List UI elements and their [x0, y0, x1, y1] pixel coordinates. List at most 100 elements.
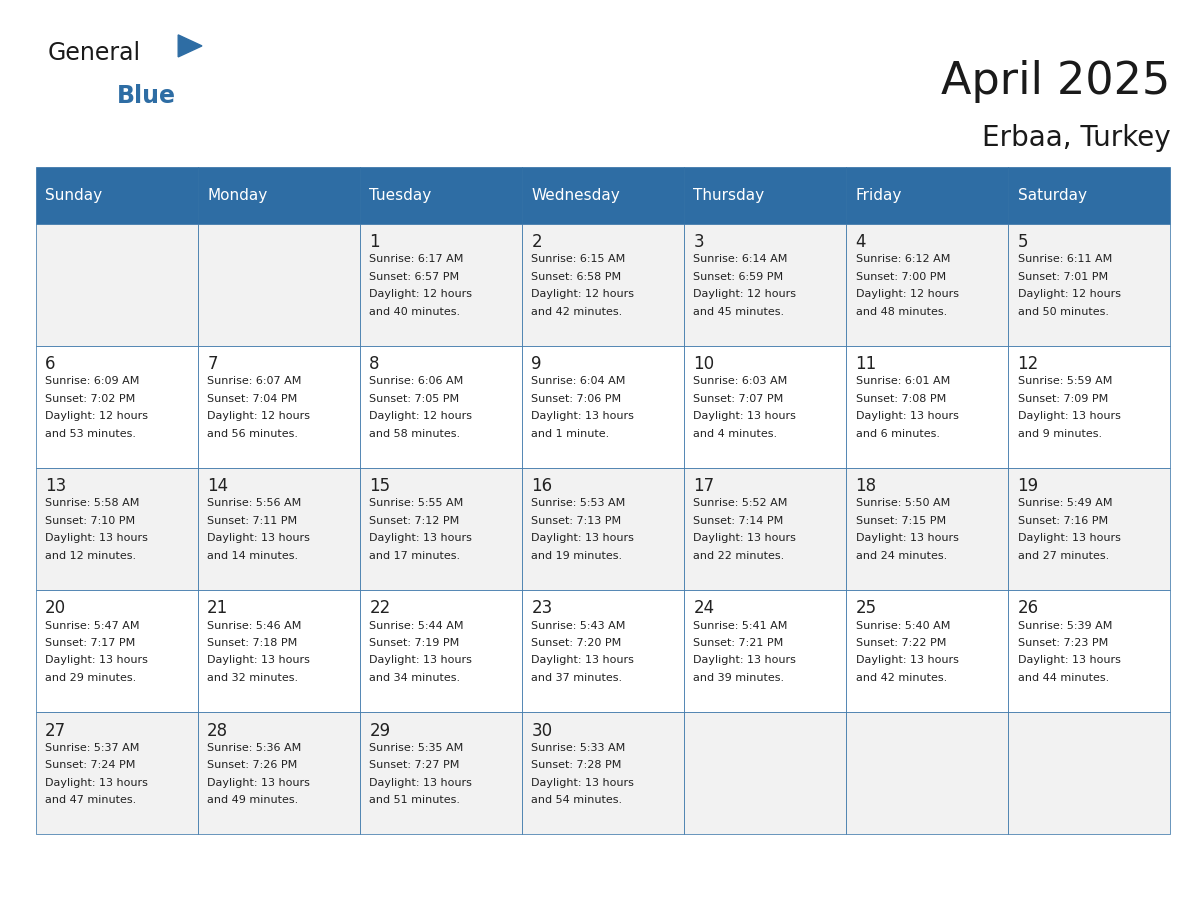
Text: and 29 minutes.: and 29 minutes. [45, 673, 137, 683]
Text: Wednesday: Wednesday [531, 188, 620, 203]
Text: Sunset: 7:08 PM: Sunset: 7:08 PM [855, 394, 946, 404]
Text: and 53 minutes.: and 53 minutes. [45, 429, 137, 439]
Text: and 4 minutes.: and 4 minutes. [694, 429, 778, 439]
Text: Daylight: 13 hours: Daylight: 13 hours [369, 533, 472, 543]
Text: 22: 22 [369, 599, 391, 618]
Text: Sunrise: 5:35 AM: Sunrise: 5:35 AM [369, 743, 463, 753]
Text: Sunset: 7:09 PM: Sunset: 7:09 PM [1018, 394, 1108, 404]
Text: Daylight: 13 hours: Daylight: 13 hours [207, 778, 310, 788]
Text: Daylight: 13 hours: Daylight: 13 hours [207, 655, 310, 666]
Text: Sunset: 7:00 PM: Sunset: 7:00 PM [855, 272, 946, 282]
Text: Sunrise: 6:15 AM: Sunrise: 6:15 AM [531, 254, 626, 264]
Text: 9: 9 [531, 355, 542, 374]
Text: Sunrise: 5:56 AM: Sunrise: 5:56 AM [207, 498, 302, 509]
Text: Sunset: 7:23 PM: Sunset: 7:23 PM [1018, 638, 1108, 648]
Text: Sunrise: 5:46 AM: Sunrise: 5:46 AM [207, 621, 302, 631]
Text: Sunrise: 5:43 AM: Sunrise: 5:43 AM [531, 621, 626, 631]
Text: and 6 minutes.: and 6 minutes. [855, 429, 940, 439]
Text: 13: 13 [45, 477, 67, 496]
Text: Daylight: 13 hours: Daylight: 13 hours [369, 778, 472, 788]
Text: and 34 minutes.: and 34 minutes. [369, 673, 461, 683]
Text: and 49 minutes.: and 49 minutes. [207, 795, 298, 805]
Text: Sunday: Sunday [45, 188, 102, 203]
Text: Erbaa, Turkey: Erbaa, Turkey [981, 124, 1170, 152]
Text: Sunrise: 5:47 AM: Sunrise: 5:47 AM [45, 621, 140, 631]
Text: Sunrise: 5:58 AM: Sunrise: 5:58 AM [45, 498, 139, 509]
Text: 8: 8 [369, 355, 380, 374]
Text: Sunset: 7:14 PM: Sunset: 7:14 PM [694, 516, 784, 526]
Text: Sunset: 7:26 PM: Sunset: 7:26 PM [207, 760, 297, 770]
Text: 20: 20 [45, 599, 67, 618]
Text: and 48 minutes.: and 48 minutes. [855, 307, 947, 317]
Text: Daylight: 13 hours: Daylight: 13 hours [531, 778, 634, 788]
Text: 3: 3 [694, 233, 704, 252]
Text: Daylight: 12 hours: Daylight: 12 hours [694, 289, 796, 299]
Text: Sunrise: 6:17 AM: Sunrise: 6:17 AM [369, 254, 463, 264]
Text: 27: 27 [45, 722, 67, 740]
Text: Daylight: 13 hours: Daylight: 13 hours [1018, 655, 1120, 666]
Text: Thursday: Thursday [694, 188, 765, 203]
Text: General: General [48, 41, 140, 65]
Text: and 58 minutes.: and 58 minutes. [369, 429, 461, 439]
Text: Daylight: 12 hours: Daylight: 12 hours [1018, 289, 1120, 299]
Text: Sunrise: 6:11 AM: Sunrise: 6:11 AM [1018, 254, 1112, 264]
Text: and 50 minutes.: and 50 minutes. [1018, 307, 1108, 317]
Text: Sunset: 7:10 PM: Sunset: 7:10 PM [45, 516, 135, 526]
Text: April 2025: April 2025 [941, 60, 1170, 103]
Text: and 22 minutes.: and 22 minutes. [694, 551, 785, 561]
Text: Daylight: 12 hours: Daylight: 12 hours [531, 289, 634, 299]
Text: Sunset: 7:05 PM: Sunset: 7:05 PM [369, 394, 460, 404]
Text: Daylight: 13 hours: Daylight: 13 hours [1018, 533, 1120, 543]
Text: Sunrise: 6:06 AM: Sunrise: 6:06 AM [369, 376, 463, 386]
Text: Sunrise: 6:01 AM: Sunrise: 6:01 AM [855, 376, 949, 386]
Text: Sunset: 7:04 PM: Sunset: 7:04 PM [207, 394, 297, 404]
Text: and 54 minutes.: and 54 minutes. [531, 795, 623, 805]
Text: Daylight: 13 hours: Daylight: 13 hours [855, 533, 959, 543]
Text: 23: 23 [531, 599, 552, 618]
Text: Saturday: Saturday [1018, 188, 1087, 203]
Text: Sunrise: 5:44 AM: Sunrise: 5:44 AM [369, 621, 463, 631]
Text: Blue: Blue [116, 84, 176, 108]
Text: 24: 24 [694, 599, 714, 618]
Text: 28: 28 [207, 722, 228, 740]
Text: Sunrise: 5:33 AM: Sunrise: 5:33 AM [531, 743, 626, 753]
Text: Sunset: 7:01 PM: Sunset: 7:01 PM [1018, 272, 1107, 282]
Text: Sunset: 7:27 PM: Sunset: 7:27 PM [369, 760, 460, 770]
Text: Sunset: 7:15 PM: Sunset: 7:15 PM [855, 516, 946, 526]
Text: Daylight: 13 hours: Daylight: 13 hours [1018, 411, 1120, 421]
Text: and 40 minutes.: and 40 minutes. [369, 307, 461, 317]
Text: Daylight: 12 hours: Daylight: 12 hours [369, 411, 473, 421]
Text: and 14 minutes.: and 14 minutes. [207, 551, 298, 561]
Text: Sunrise: 5:55 AM: Sunrise: 5:55 AM [369, 498, 463, 509]
Text: Daylight: 13 hours: Daylight: 13 hours [694, 411, 796, 421]
Text: Sunset: 7:02 PM: Sunset: 7:02 PM [45, 394, 135, 404]
Text: Daylight: 13 hours: Daylight: 13 hours [45, 778, 148, 788]
Text: and 37 minutes.: and 37 minutes. [531, 673, 623, 683]
Text: Sunset: 7:06 PM: Sunset: 7:06 PM [531, 394, 621, 404]
Text: 1: 1 [369, 233, 380, 252]
Text: 2: 2 [531, 233, 542, 252]
Text: Sunset: 7:16 PM: Sunset: 7:16 PM [1018, 516, 1107, 526]
Text: 15: 15 [369, 477, 391, 496]
Text: 7: 7 [207, 355, 217, 374]
Text: and 17 minutes.: and 17 minutes. [369, 551, 461, 561]
Text: 21: 21 [207, 599, 228, 618]
Text: and 39 minutes.: and 39 minutes. [694, 673, 784, 683]
Text: 16: 16 [531, 477, 552, 496]
Text: Sunrise: 5:53 AM: Sunrise: 5:53 AM [531, 498, 626, 509]
Text: Daylight: 13 hours: Daylight: 13 hours [855, 411, 959, 421]
Text: Sunrise: 6:14 AM: Sunrise: 6:14 AM [694, 254, 788, 264]
Text: and 1 minute.: and 1 minute. [531, 429, 609, 439]
Text: Sunrise: 5:39 AM: Sunrise: 5:39 AM [1018, 621, 1112, 631]
Text: Sunset: 7:11 PM: Sunset: 7:11 PM [207, 516, 297, 526]
Text: Sunrise: 5:59 AM: Sunrise: 5:59 AM [1018, 376, 1112, 386]
Text: Sunset: 6:57 PM: Sunset: 6:57 PM [369, 272, 460, 282]
Text: and 24 minutes.: and 24 minutes. [855, 551, 947, 561]
Text: and 19 minutes.: and 19 minutes. [531, 551, 623, 561]
Text: Sunset: 7:20 PM: Sunset: 7:20 PM [531, 638, 621, 648]
Text: Sunset: 6:59 PM: Sunset: 6:59 PM [694, 272, 784, 282]
Text: Daylight: 12 hours: Daylight: 12 hours [207, 411, 310, 421]
Text: Sunrise: 5:36 AM: Sunrise: 5:36 AM [207, 743, 302, 753]
Text: 29: 29 [369, 722, 391, 740]
Text: Sunset: 7:21 PM: Sunset: 7:21 PM [694, 638, 784, 648]
